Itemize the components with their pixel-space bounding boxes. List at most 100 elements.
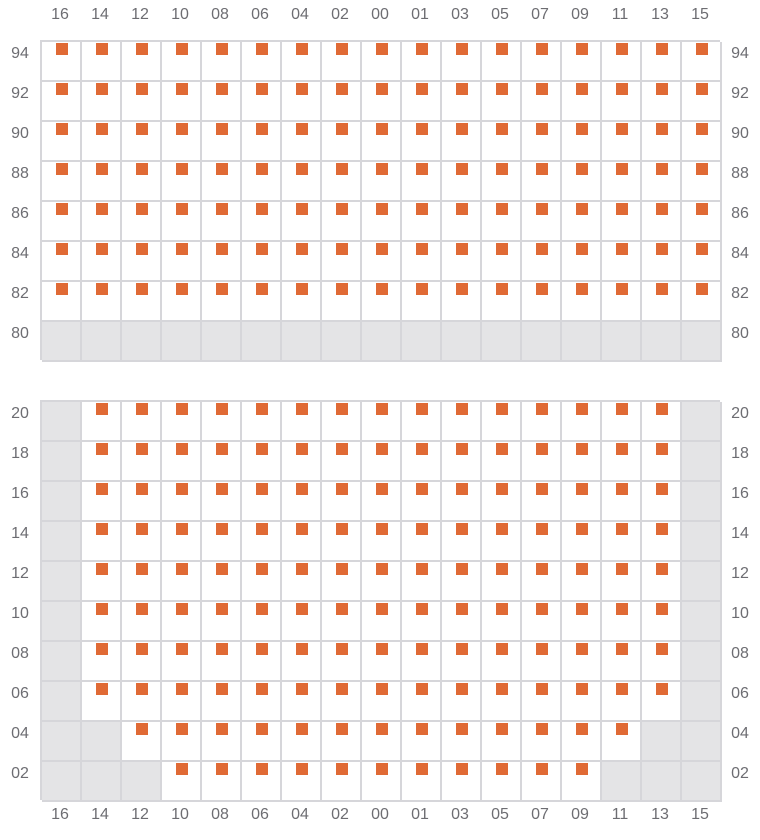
seat-cell-06-12[interactable] <box>122 682 162 722</box>
available-seat-marker[interactable] <box>656 403 668 415</box>
seat-cell-04-02[interactable] <box>322 722 362 762</box>
available-seat-marker[interactable] <box>576 43 588 55</box>
available-seat-marker[interactable] <box>456 163 468 175</box>
seat-cell-08-14[interactable] <box>82 642 122 682</box>
seat-cell-82-08[interactable] <box>202 282 242 322</box>
available-seat-marker[interactable] <box>256 83 268 95</box>
available-seat-marker[interactable] <box>296 763 308 775</box>
available-seat-marker[interactable] <box>296 523 308 535</box>
seat-cell-92-13[interactable] <box>642 82 682 122</box>
available-seat-marker[interactable] <box>256 243 268 255</box>
seat-cell-20-01[interactable] <box>402 402 442 442</box>
available-seat-marker[interactable] <box>176 683 188 695</box>
available-seat-marker[interactable] <box>456 443 468 455</box>
seat-cell-92-00[interactable] <box>362 82 402 122</box>
seat-cell-04-03[interactable] <box>442 722 482 762</box>
available-seat-marker[interactable] <box>376 443 388 455</box>
seat-cell-12-02[interactable] <box>322 562 362 602</box>
available-seat-marker[interactable] <box>256 43 268 55</box>
seat-cell-02-05[interactable] <box>482 762 522 802</box>
seat-cell-02-01[interactable] <box>402 762 442 802</box>
available-seat-marker[interactable] <box>616 643 628 655</box>
available-seat-marker[interactable] <box>696 283 708 295</box>
available-seat-marker[interactable] <box>536 403 548 415</box>
seat-cell-92-02[interactable] <box>322 82 362 122</box>
seat-cell-84-03[interactable] <box>442 242 482 282</box>
seat-cell-82-06[interactable] <box>242 282 282 322</box>
seat-cell-06-09[interactable] <box>562 682 602 722</box>
available-seat-marker[interactable] <box>336 283 348 295</box>
available-seat-marker[interactable] <box>96 283 108 295</box>
seat-cell-04-00[interactable] <box>362 722 402 762</box>
available-seat-marker[interactable] <box>576 83 588 95</box>
seat-cell-84-02[interactable] <box>322 242 362 282</box>
seat-cell-08-12[interactable] <box>122 642 162 682</box>
available-seat-marker[interactable] <box>256 643 268 655</box>
seat-cell-08-13[interactable] <box>642 642 682 682</box>
seat-cell-08-08[interactable] <box>202 642 242 682</box>
available-seat-marker[interactable] <box>696 203 708 215</box>
seat-cell-06-03[interactable] <box>442 682 482 722</box>
seat-cell-12-10[interactable] <box>162 562 202 602</box>
seat-cell-90-15[interactable] <box>682 122 722 162</box>
available-seat-marker[interactable] <box>296 163 308 175</box>
available-seat-marker[interactable] <box>216 43 228 55</box>
available-seat-marker[interactable] <box>96 83 108 95</box>
seat-cell-08-01[interactable] <box>402 642 442 682</box>
seat-cell-18-08[interactable] <box>202 442 242 482</box>
available-seat-marker[interactable] <box>136 243 148 255</box>
seat-cell-86-00[interactable] <box>362 202 402 242</box>
available-seat-marker[interactable] <box>496 243 508 255</box>
available-seat-marker[interactable] <box>616 443 628 455</box>
seat-cell-06-10[interactable] <box>162 682 202 722</box>
available-seat-marker[interactable] <box>136 43 148 55</box>
seat-cell-86-02[interactable] <box>322 202 362 242</box>
available-seat-marker[interactable] <box>576 723 588 735</box>
available-seat-marker[interactable] <box>576 563 588 575</box>
available-seat-marker[interactable] <box>336 443 348 455</box>
seat-cell-16-08[interactable] <box>202 482 242 522</box>
seat-cell-08-02[interactable] <box>322 642 362 682</box>
seat-cell-82-16[interactable] <box>42 282 82 322</box>
available-seat-marker[interactable] <box>616 483 628 495</box>
seat-cell-10-13[interactable] <box>642 602 682 642</box>
available-seat-marker[interactable] <box>96 483 108 495</box>
available-seat-marker[interactable] <box>656 483 668 495</box>
seat-cell-90-00[interactable] <box>362 122 402 162</box>
available-seat-marker[interactable] <box>176 763 188 775</box>
seat-cell-88-14[interactable] <box>82 162 122 202</box>
seat-cell-88-08[interactable] <box>202 162 242 202</box>
available-seat-marker[interactable] <box>496 563 508 575</box>
available-seat-marker[interactable] <box>456 523 468 535</box>
seat-cell-90-09[interactable] <box>562 122 602 162</box>
seat-cell-20-08[interactable] <box>202 402 242 442</box>
available-seat-marker[interactable] <box>256 603 268 615</box>
available-seat-marker[interactable] <box>456 203 468 215</box>
available-seat-marker[interactable] <box>536 283 548 295</box>
seat-cell-08-04[interactable] <box>282 642 322 682</box>
available-seat-marker[interactable] <box>336 43 348 55</box>
available-seat-marker[interactable] <box>256 483 268 495</box>
seat-cell-06-02[interactable] <box>322 682 362 722</box>
available-seat-marker[interactable] <box>216 683 228 695</box>
available-seat-marker[interactable] <box>496 83 508 95</box>
available-seat-marker[interactable] <box>496 163 508 175</box>
seat-cell-90-16[interactable] <box>42 122 82 162</box>
available-seat-marker[interactable] <box>216 123 228 135</box>
seat-cell-88-11[interactable] <box>602 162 642 202</box>
seat-cell-04-11[interactable] <box>602 722 642 762</box>
available-seat-marker[interactable] <box>256 523 268 535</box>
seat-cell-18-03[interactable] <box>442 442 482 482</box>
seat-cell-86-03[interactable] <box>442 202 482 242</box>
available-seat-marker[interactable] <box>456 683 468 695</box>
available-seat-marker[interactable] <box>256 203 268 215</box>
seat-cell-18-12[interactable] <box>122 442 162 482</box>
available-seat-marker[interactable] <box>416 723 428 735</box>
available-seat-marker[interactable] <box>576 123 588 135</box>
available-seat-marker[interactable] <box>536 203 548 215</box>
seat-cell-88-09[interactable] <box>562 162 602 202</box>
seat-cell-20-02[interactable] <box>322 402 362 442</box>
available-seat-marker[interactable] <box>256 123 268 135</box>
seat-cell-02-09[interactable] <box>562 762 602 802</box>
seat-cell-14-05[interactable] <box>482 522 522 562</box>
